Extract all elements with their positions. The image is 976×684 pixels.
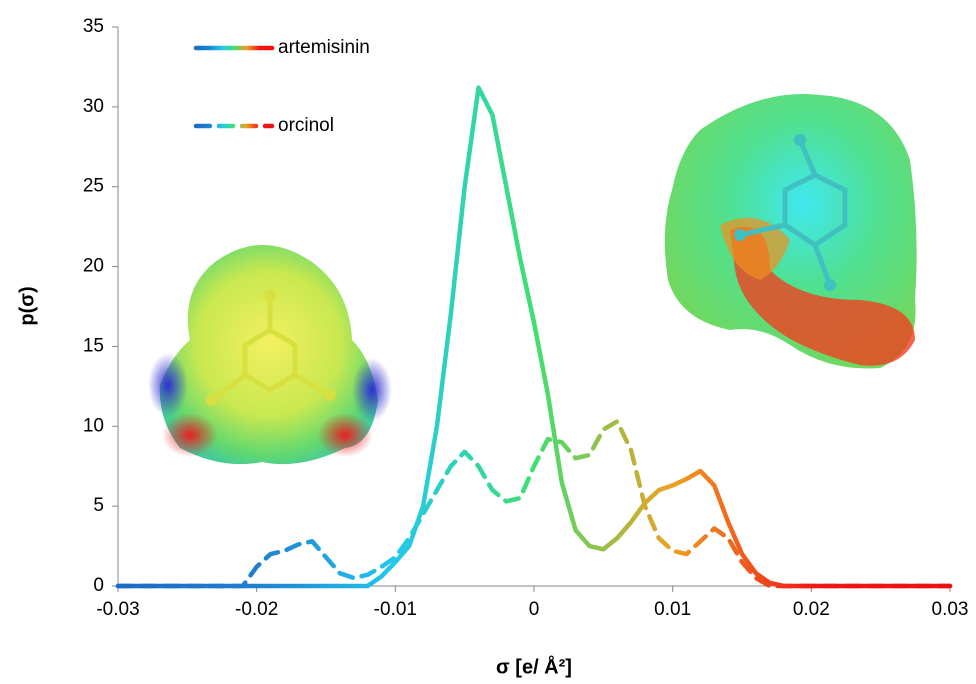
- artemisinin-molecule: [665, 94, 917, 369]
- x-tick-label: 0.02: [793, 599, 830, 620]
- y-tick-label: 25: [83, 176, 104, 197]
- orcinol-molecule: [148, 245, 392, 464]
- x-tick-label: -0.01: [374, 599, 417, 620]
- x-tick-label: -0.02: [235, 599, 278, 620]
- y-tick-label: 5: [93, 495, 104, 516]
- y-axis-title: p(σ): [16, 286, 38, 325]
- x-tick-label: -0.03: [96, 599, 139, 620]
- x-tick-label: 0: [529, 599, 540, 620]
- x-tick-label: 0.03: [932, 599, 969, 620]
- y-tick-label: 20: [83, 256, 104, 277]
- y-tick-label: 35: [83, 16, 104, 37]
- y-tick-label: 0: [93, 575, 104, 596]
- x-tick-label: 0.01: [654, 599, 691, 620]
- y-tick-label: 10: [83, 415, 104, 436]
- x-axis-title: σ [e/ Å²]: [496, 654, 572, 678]
- legend-label: orcinol: [278, 115, 334, 136]
- y-tick-label: 15: [83, 335, 104, 356]
- chart: σ [e/ Å²] p(σ) 0 5 10 15 20 25 30 35 -0.03 -0.02 -…: [0, 0, 976, 684]
- legend-label: artemisinin: [278, 37, 370, 58]
- y-tick-label: 30: [83, 96, 104, 117]
